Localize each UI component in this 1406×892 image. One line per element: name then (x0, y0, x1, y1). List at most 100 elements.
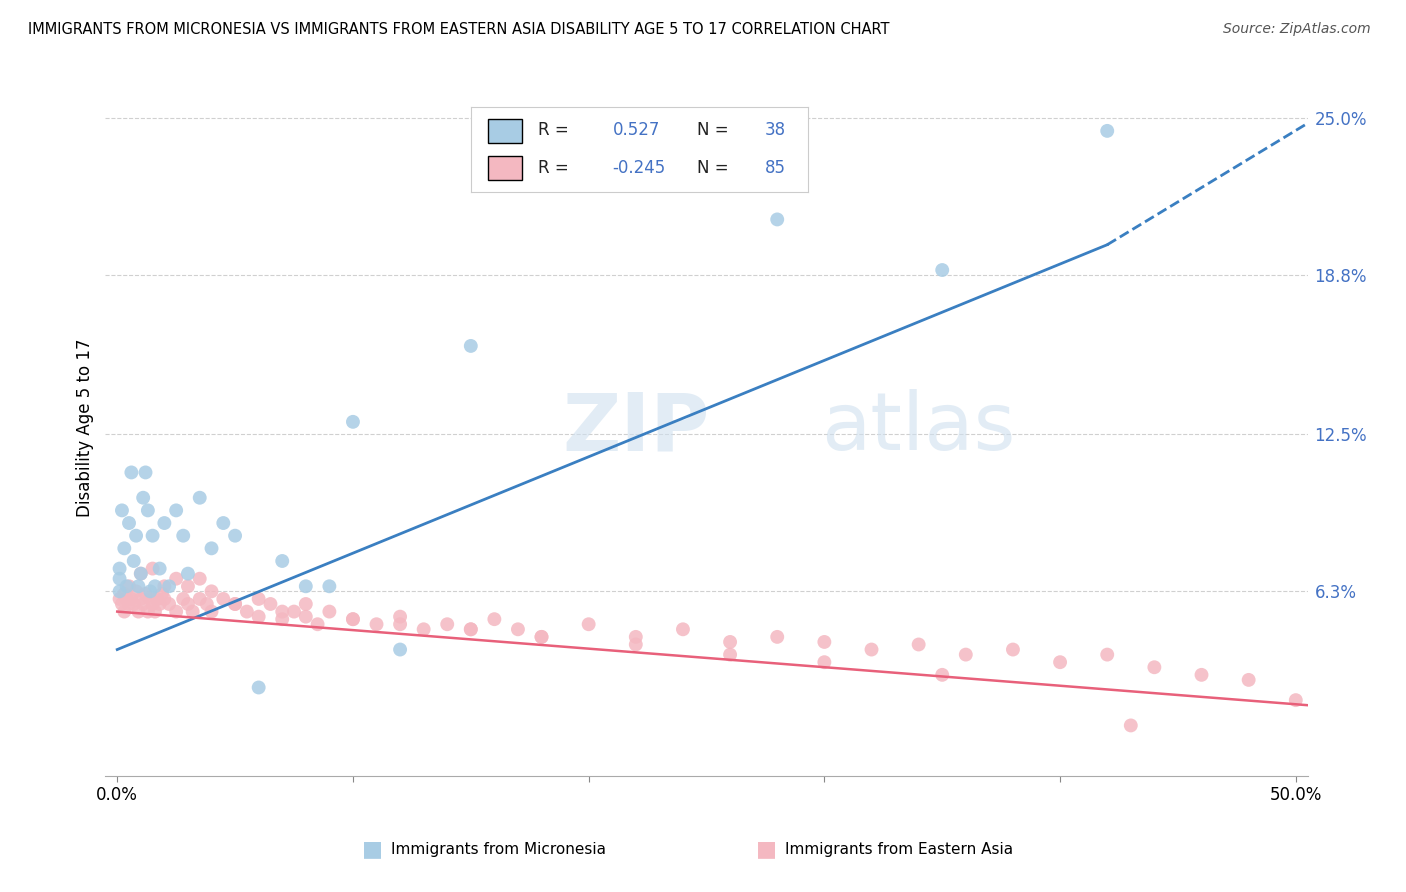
Point (1237, 673, 1260, 687)
Point (200, 605, 222, 619)
Point (931, 263, 953, 277)
Point (132, 597, 155, 611)
Point (172, 591, 194, 606)
Point (247, 681, 270, 695)
Text: R =: R = (538, 121, 575, 139)
Point (112, 605, 135, 619)
Point (129, 591, 152, 606)
Text: N =: N = (697, 159, 734, 177)
Point (766, 630, 789, 644)
Point (224, 597, 246, 611)
Point (112, 541, 135, 556)
Point (129, 566, 152, 581)
Point (271, 612, 294, 626)
Point (247, 591, 270, 606)
Point (1097, 648, 1119, 662)
Text: ZIP: ZIP (562, 389, 710, 467)
Point (181, 605, 204, 619)
Point (150, 587, 173, 601)
Point (578, 617, 600, 632)
Point (200, 584, 222, 599)
Point (236, 605, 259, 619)
Point (813, 655, 835, 669)
Point (111, 597, 134, 611)
Point (389, 609, 412, 624)
Point (624, 638, 647, 652)
Point (120, 466, 142, 480)
Point (125, 529, 148, 543)
Point (165, 572, 187, 586)
Point (530, 630, 553, 644)
Point (157, 579, 180, 593)
Point (412, 622, 434, 636)
Point (342, 415, 364, 429)
Point (224, 529, 246, 543)
Point (135, 587, 157, 601)
Point (342, 612, 364, 626)
Point (142, 529, 165, 543)
Point (108, 584, 131, 599)
Point (1049, 655, 1071, 669)
Point (139, 584, 162, 599)
Point (200, 541, 222, 556)
Point (1119, 718, 1142, 732)
Point (813, 635, 835, 649)
Point (530, 630, 553, 644)
Point (389, 642, 412, 657)
Text: N =: N = (697, 121, 734, 139)
Point (177, 566, 200, 581)
Point (1097, 124, 1119, 138)
Point (127, 579, 149, 593)
Point (247, 609, 270, 624)
Point (195, 597, 218, 611)
Point (907, 638, 929, 652)
Point (460, 622, 482, 636)
Point (125, 584, 148, 599)
Point (955, 648, 977, 662)
Point (142, 561, 165, 575)
Point (108, 572, 131, 586)
Point (931, 668, 953, 682)
Point (122, 597, 145, 611)
FancyBboxPatch shape (488, 119, 522, 143)
Point (624, 630, 647, 644)
Point (766, 212, 789, 227)
Point (172, 529, 194, 543)
Point (129, 566, 152, 581)
Point (188, 491, 211, 505)
Point (1191, 668, 1213, 682)
Point (115, 579, 138, 593)
Point (165, 503, 187, 517)
Point (108, 561, 131, 575)
Point (157, 597, 180, 611)
Point (366, 617, 388, 632)
Point (177, 579, 200, 593)
Point (146, 591, 169, 606)
Point (165, 605, 187, 619)
Point (283, 605, 305, 619)
Point (115, 591, 138, 606)
Point (132, 491, 155, 505)
Text: R =: R = (538, 159, 575, 177)
Text: atlas: atlas (821, 389, 1015, 467)
Point (149, 561, 172, 575)
Point (112, 587, 135, 601)
Point (318, 579, 340, 593)
Point (460, 339, 482, 353)
Point (142, 597, 165, 611)
Text: -0.245: -0.245 (613, 159, 666, 177)
Point (271, 605, 294, 619)
Point (153, 579, 176, 593)
Text: Immigrants from Eastern Asia: Immigrants from Eastern Asia (785, 842, 1012, 856)
Point (295, 597, 318, 611)
Text: ■: ■ (363, 839, 382, 859)
Point (139, 591, 162, 606)
Point (136, 605, 159, 619)
Point (212, 516, 235, 530)
Point (111, 503, 134, 517)
Point (318, 605, 340, 619)
Text: 0.527: 0.527 (613, 121, 659, 139)
Point (460, 622, 482, 636)
Text: Immigrants from Micronesia: Immigrants from Micronesia (391, 842, 606, 856)
Point (135, 466, 157, 480)
